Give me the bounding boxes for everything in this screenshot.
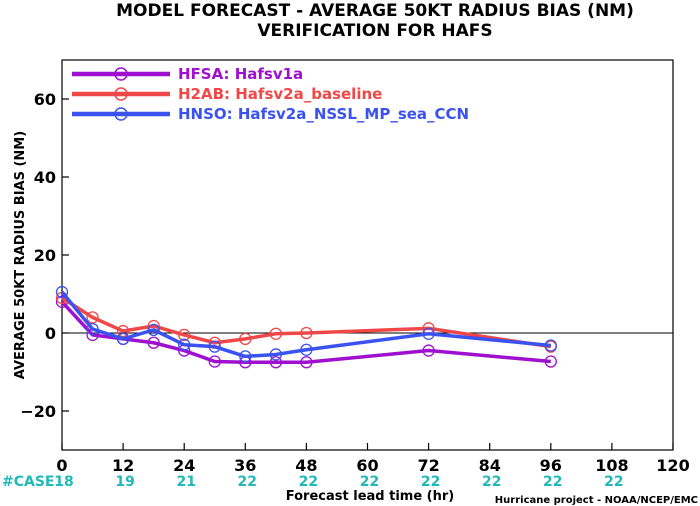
series-marker [86,322,99,336]
series-marker [208,355,221,368]
x-tick-label: 108 [595,456,628,475]
credit-text: Hurricane project - NOAA/NCEP/EMC [495,495,698,506]
legend-label: HFSA: Hafsv1a [178,65,303,83]
x-tick-label: 12 [112,456,134,475]
x-tick-label: 84 [479,456,501,475]
series-marker [269,348,283,361]
case-count: 19 [115,474,134,490]
x-tick-label: 48 [295,456,317,475]
y-axis-label: AVERAGE 50KT RADIUS BIAS (NM) [13,131,28,379]
y-tick-label: −20 [20,402,56,421]
x-tick-label: 72 [417,456,439,475]
case-count: 22 [360,474,379,490]
series-marker [544,355,557,368]
series-marker [147,323,160,337]
case-label: #CASE [2,474,55,490]
case-count: 18 [54,474,73,490]
legend-label: HNSO: Hafsv2a_NSSL_MP_sea_CCN [178,105,469,123]
series-marker [239,350,252,363]
y-axis-ticks: −20 0 20 40 60 [20,90,69,421]
y-tick-label: 20 [34,246,56,265]
series-marker [208,340,221,353]
series-marker [116,332,130,346]
series-marker [422,327,435,340]
legend-label: H2AB: Hafsv2a_baseline [178,85,382,103]
x-tick-label: 60 [356,456,378,475]
x-axis-label: Forecast lead time (hr) [286,489,454,504]
series-marker [147,336,160,349]
series-marker [178,328,191,342]
x-tick-label: 0 [56,456,67,475]
case-count: 22 [421,474,440,490]
series-marker [269,356,283,369]
series-marker [178,338,191,351]
series-marker [422,344,435,357]
series-marker [300,326,313,340]
y-tick-label: 0 [45,324,56,343]
series-marker [300,356,313,369]
x-tick-label: 96 [540,456,562,475]
y-tick-label: 60 [34,90,56,109]
legend-swatch-marker [114,107,128,121]
series-marker [269,327,283,340]
legend: HFSA: Hafsv1a H2AB: Hafsv2a_baseline HNSO:… [72,65,469,123]
case-counts: 18 19 21 22 22 22 22 22 22 22 [54,474,623,490]
case-count: 21 [176,474,195,490]
case-count: 22 [543,474,562,490]
series-marker [300,343,313,356]
series-marker [55,285,69,299]
series-marker [86,311,99,324]
series-line [60,290,551,359]
series-group [55,285,557,369]
chart-subtitle: VERIFICATION FOR HAFS [257,21,492,41]
chart-title: MODEL FORECAST - AVERAGE 50KT RADIUS BIA… [116,1,634,21]
x-tick-label: 36 [234,456,256,475]
series-line [60,300,551,364]
case-count: 22 [238,474,257,490]
y-tick-label: 40 [34,168,56,187]
series-marker [239,332,252,346]
case-count: 22 [299,474,318,490]
x-tick-label: 120 [656,456,689,475]
x-axis-ticks: 0 12 24 36 48 60 72 84 96 108 120 [56,443,690,475]
case-count: 22 [482,474,501,490]
legend-swatch-marker [114,67,128,81]
case-count: 22 [604,474,623,490]
series-marker [116,324,130,338]
x-tick-label: 24 [173,456,195,475]
legend-swatch-marker [114,87,128,101]
series-line [61,296,552,349]
series-marker [544,339,557,352]
